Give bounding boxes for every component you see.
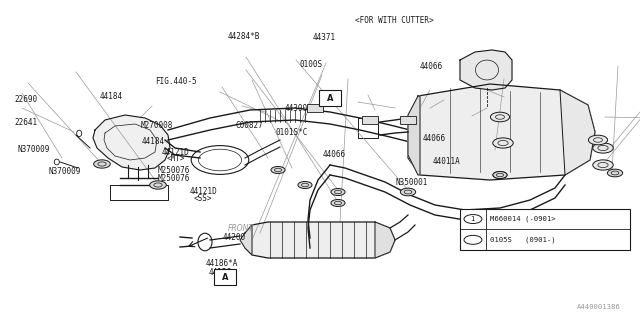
Text: 0105S   (0901-): 0105S (0901-): [490, 236, 556, 243]
Text: M660014 (-0901>: M660014 (-0901>: [490, 216, 556, 222]
Text: 1: 1: [470, 216, 476, 222]
Polygon shape: [93, 115, 170, 170]
Text: M250076: M250076: [157, 166, 190, 175]
Text: <FOR WITH CUTTER>: <FOR WITH CUTTER>: [355, 16, 434, 25]
Text: 22690: 22690: [14, 95, 37, 104]
Polygon shape: [408, 84, 595, 180]
Circle shape: [493, 172, 507, 179]
Text: FIG.440-5: FIG.440-5: [155, 77, 196, 86]
Text: N350001: N350001: [396, 178, 428, 187]
Bar: [214, 269, 236, 285]
Text: 44300: 44300: [284, 104, 307, 113]
Text: <SS>: <SS>: [194, 194, 212, 203]
Circle shape: [93, 160, 110, 168]
Bar: [319, 90, 341, 106]
Text: 44200: 44200: [223, 233, 246, 242]
Text: 44371: 44371: [312, 33, 335, 42]
Circle shape: [493, 138, 513, 148]
Text: 44186*A: 44186*A: [206, 260, 239, 268]
Text: 44121D: 44121D: [161, 148, 189, 156]
Polygon shape: [240, 225, 252, 255]
Polygon shape: [408, 96, 420, 175]
Circle shape: [588, 135, 607, 145]
Bar: [362, 116, 378, 124]
Polygon shape: [242, 222, 395, 258]
Polygon shape: [560, 90, 595, 175]
Text: 44284*B: 44284*B: [227, 32, 260, 41]
Circle shape: [607, 169, 623, 177]
Text: M270008: M270008: [141, 121, 173, 130]
Text: C00827: C00827: [236, 121, 263, 130]
Text: 44011A: 44011A: [433, 157, 460, 166]
Circle shape: [150, 181, 166, 189]
Text: 22641: 22641: [14, 118, 37, 127]
Text: A440001386: A440001386: [577, 304, 621, 310]
Circle shape: [493, 172, 507, 179]
Text: 44184: 44184: [99, 92, 122, 101]
Text: <MT>: <MT>: [166, 154, 185, 163]
Bar: [358, 118, 378, 138]
Text: N370009: N370009: [18, 145, 51, 154]
Text: 0101S*C: 0101S*C: [275, 128, 308, 137]
Text: FRONT: FRONT: [228, 223, 254, 233]
Text: 44121D: 44121D: [189, 188, 217, 196]
Bar: [460, 209, 630, 250]
Bar: [307, 104, 323, 112]
Text: 44066: 44066: [422, 134, 445, 143]
Text: M250076: M250076: [157, 174, 190, 183]
Circle shape: [593, 160, 613, 170]
Polygon shape: [375, 222, 395, 258]
Circle shape: [331, 188, 345, 196]
Circle shape: [271, 166, 285, 173]
Text: A: A: [327, 93, 333, 102]
Text: 44156: 44156: [209, 268, 232, 277]
Circle shape: [593, 143, 613, 153]
Polygon shape: [460, 50, 512, 90]
Text: 0100S: 0100S: [300, 60, 323, 68]
Circle shape: [490, 112, 509, 122]
Text: 44066: 44066: [323, 150, 346, 159]
Text: N370009: N370009: [49, 167, 81, 176]
Circle shape: [298, 181, 312, 188]
Text: A: A: [221, 273, 228, 282]
Circle shape: [331, 199, 345, 206]
Circle shape: [401, 188, 416, 196]
Text: 44184: 44184: [142, 137, 165, 146]
Text: 44066: 44066: [420, 62, 443, 71]
Bar: [401, 116, 416, 124]
